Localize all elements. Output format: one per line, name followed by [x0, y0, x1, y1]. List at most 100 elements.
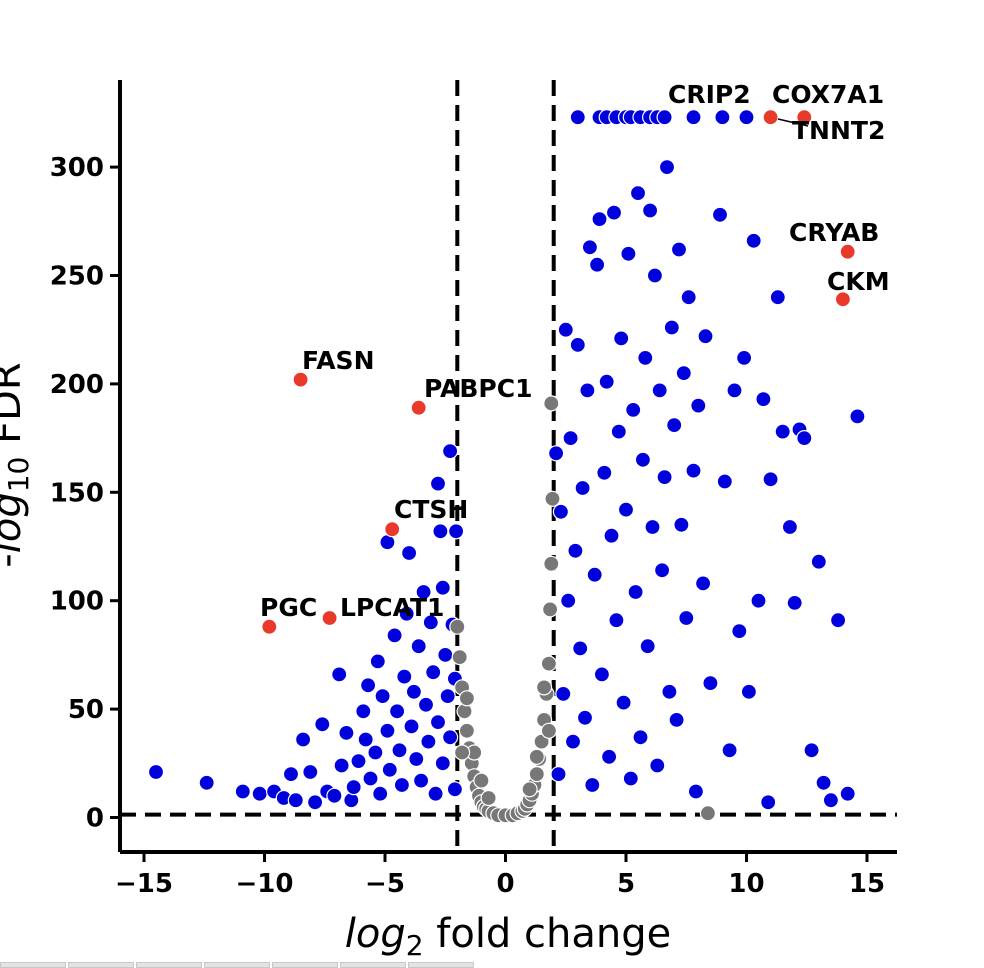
- data-point-significant: [716, 473, 733, 490]
- y-tick-label: 50: [68, 695, 104, 725]
- strip-segment: [0, 962, 66, 968]
- data-point-not-significant: [543, 555, 560, 572]
- data-point-significant: [234, 783, 251, 800]
- data-point-highlighted: [762, 109, 779, 126]
- data-point-significant: [446, 781, 463, 798]
- data-point-significant: [608, 612, 625, 629]
- data-point-significant: [661, 683, 678, 700]
- data-point-significant: [591, 211, 608, 228]
- data-point-significant: [405, 683, 422, 700]
- gene-label-lpcat1: LPCAT1: [340, 593, 444, 622]
- data-point-significant: [403, 718, 420, 735]
- gene-label-pabpc1: PABPC1: [424, 374, 533, 403]
- data-point-highlighted: [384, 521, 401, 538]
- data-point-significant: [401, 544, 418, 562]
- data-point-significant: [697, 328, 714, 345]
- data-point-significant: [338, 724, 355, 742]
- data-point-significant: [413, 772, 430, 789]
- data-point-significant: [427, 785, 444, 802]
- data-point-significant: [593, 666, 611, 683]
- data-point-significant: [434, 755, 451, 772]
- data-point-significant: [417, 696, 435, 713]
- data-point-significant: [372, 785, 389, 802]
- data-point-significant: [750, 592, 767, 609]
- data-point-significant: [576, 709, 594, 726]
- data-point-significant: [379, 722, 396, 739]
- data-point-significant: [786, 594, 803, 612]
- data-point-significant: [627, 583, 644, 601]
- data-point-significant: [721, 742, 738, 759]
- data-point-significant: [673, 516, 690, 533]
- data-point-significant: [381, 761, 398, 778]
- data-point-not-significant: [458, 690, 475, 707]
- data-point-significant: [668, 711, 685, 729]
- data-point-significant: [644, 518, 661, 536]
- data-point-significant: [605, 204, 623, 221]
- highlighted-points: [261, 109, 856, 635]
- data-point-not-significant: [541, 601, 559, 618]
- x-tick-label: 0: [496, 869, 514, 899]
- data-point-not-significant: [473, 772, 490, 789]
- data-point-significant: [815, 774, 832, 791]
- data-point-significant: [685, 462, 702, 479]
- data-point-significant: [391, 742, 408, 759]
- x-axis-title: log2 fold change: [345, 911, 672, 962]
- data-point-significant: [690, 397, 707, 414]
- data-point-significant: [731, 622, 748, 640]
- data-point-significant: [569, 336, 586, 353]
- data-point-significant: [702, 674, 719, 692]
- data-point-significant: [343, 792, 360, 809]
- data-point-significant: [600, 748, 618, 765]
- data-point-not-significant: [449, 618, 466, 635]
- data-point-significant: [774, 423, 791, 440]
- data-point-significant: [738, 109, 755, 126]
- x-tick-label: 10: [728, 869, 764, 899]
- data-point-significant: [302, 763, 319, 781]
- data-point-significant: [434, 579, 451, 596]
- data-point-significant: [393, 776, 410, 794]
- data-point-significant: [581, 239, 599, 256]
- data-point-significant: [629, 185, 647, 202]
- data-point-significant: [760, 794, 777, 811]
- data-point-significant: [429, 713, 447, 731]
- data-point-significant: [810, 553, 827, 570]
- data-point-significant: [331, 666, 348, 683]
- threshold-lines: [120, 80, 897, 852]
- data-point-significant: [307, 794, 324, 811]
- data-point-significant: [666, 417, 683, 434]
- gene-label-fasn: FASN: [302, 346, 375, 375]
- data-point-significant: [678, 609, 695, 627]
- data-point-significant: [680, 289, 697, 306]
- data-point-significant: [432, 523, 449, 540]
- data-point-significant: [687, 783, 705, 800]
- non-significant-points: [449, 395, 717, 824]
- data-point-significant: [675, 365, 692, 382]
- gene-label-ctsh: CTSH: [394, 495, 468, 524]
- data-point-significant: [803, 742, 820, 759]
- data-point-significant: [560, 592, 577, 609]
- x-tick-label: −5: [365, 869, 405, 899]
- data-point-significant: [694, 575, 712, 592]
- data-point-significant: [584, 776, 601, 794]
- data-point-significant: [410, 638, 427, 655]
- data-point-significant: [314, 716, 331, 733]
- data-point-significant: [345, 778, 362, 796]
- data-point-significant: [586, 566, 603, 583]
- strip-segment: [272, 962, 338, 968]
- data-point-significant: [615, 694, 632, 711]
- data-point-highlighted: [321, 609, 338, 627]
- data-point-significant: [287, 792, 304, 809]
- y-tick-label: 250: [50, 262, 104, 292]
- data-point-significant: [610, 423, 627, 440]
- data-point-highlighted: [834, 291, 852, 308]
- gene-label-pgc: PGC: [260, 593, 317, 622]
- data-point-not-significant: [480, 789, 497, 807]
- data-point-significant: [663, 319, 680, 336]
- strip-segment: [136, 962, 202, 968]
- data-point-significant: [567, 542, 584, 559]
- data-point-significant: [448, 523, 465, 540]
- data-point-significant: [442, 729, 459, 746]
- data-point-significant: [251, 785, 268, 802]
- gene-label-cox7a1: COX7A1: [772, 80, 884, 109]
